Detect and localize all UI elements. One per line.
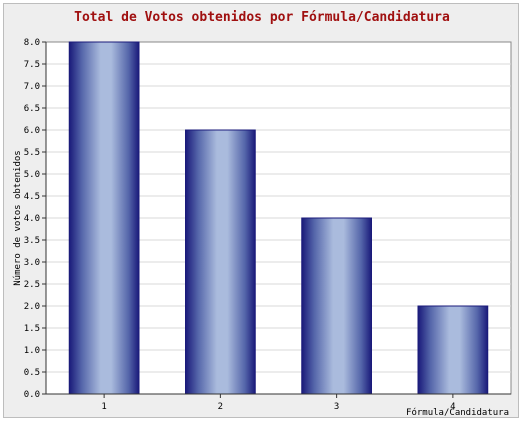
y-tick-label: 1.5 bbox=[24, 324, 40, 334]
y-tick-label: 5.5 bbox=[24, 148, 40, 158]
y-tick-label: 3.5 bbox=[24, 236, 40, 246]
y-axis-label: Número de votos obtenidos bbox=[13, 150, 23, 285]
y-tick-label: 7.0 bbox=[24, 82, 40, 92]
chart-title: Total de Votos obtenidos por Fórmula/Can… bbox=[74, 10, 450, 25]
y-tick-label: 6.5 bbox=[24, 104, 40, 114]
y-tick-label: 1.0 bbox=[24, 346, 40, 356]
y-tick-labels: 0.0 0.5 1.0 1.5 2.0 2.5 3.0 3.5 4.0 4.5 5.0 5.5 6.0 6… bbox=[24, 38, 40, 400]
x-axis-label: Fórmula/Candidatura bbox=[406, 407, 509, 418]
y-tick-label: 4.5 bbox=[24, 192, 40, 202]
y-tick-label: 5.0 bbox=[24, 170, 40, 180]
y-tick-label: 0.5 bbox=[24, 368, 40, 378]
axes bbox=[42, 41, 511, 398]
x-tick-label: 4 bbox=[450, 402, 455, 412]
x-tick-labels: 1 2 3 4 bbox=[101, 402, 455, 412]
y-tick-label: 8.0 bbox=[24, 38, 40, 48]
y-tick-label: 2.5 bbox=[24, 280, 40, 290]
y-tick-label: 4.0 bbox=[24, 214, 40, 224]
bar-3 bbox=[301, 217, 372, 395]
y-tick-label: 7.5 bbox=[24, 60, 40, 70]
y-tick-label: 2.0 bbox=[24, 302, 40, 312]
x-tick-label: 2 bbox=[218, 402, 223, 412]
y-tick-label: 3.0 bbox=[24, 258, 40, 268]
bar-1 bbox=[68, 41, 140, 395]
y-tick-label: 6.0 bbox=[24, 126, 40, 136]
bars bbox=[68, 41, 489, 395]
x-tick-label: 3 bbox=[334, 402, 339, 412]
y-tick-label: 0.0 bbox=[24, 390, 40, 400]
bar-2 bbox=[185, 129, 256, 395]
x-tick-label: 1 bbox=[101, 402, 106, 412]
bar-4 bbox=[417, 305, 489, 395]
